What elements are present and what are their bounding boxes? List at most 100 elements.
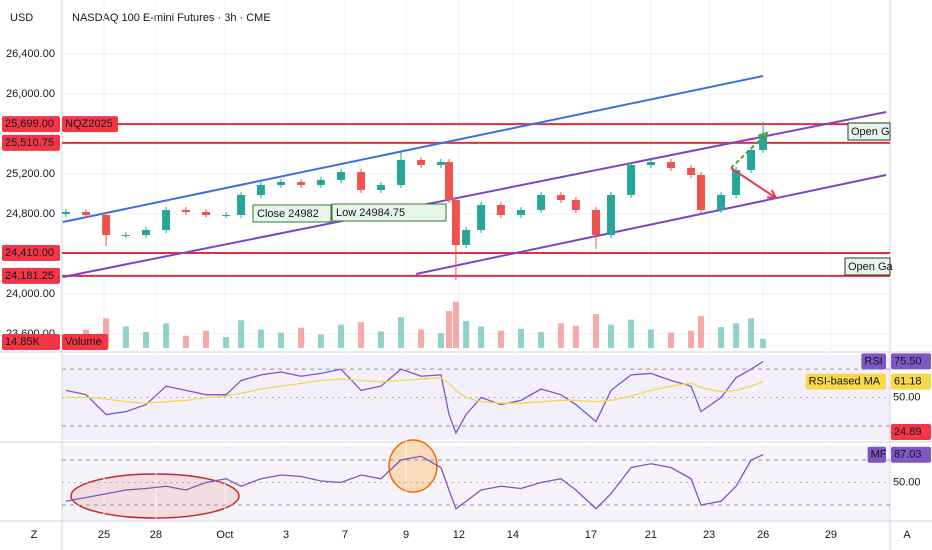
level-label-bg: [2, 116, 60, 133]
highlight-ellipse: [70, 473, 240, 519]
arrow: [730, 167, 777, 199]
volume-bar: [538, 331, 545, 348]
candle-body: [717, 195, 726, 210]
candle-body: [162, 210, 171, 230]
volume-bar: [238, 320, 245, 348]
symbol-label: NQZ2025: [65, 118, 113, 130]
candle-body: [142, 230, 150, 235]
x-tick-label: 17: [585, 529, 597, 541]
x-tick-label: 9: [403, 529, 409, 541]
candle-body: [121, 235, 130, 236]
annotation-low: Low 24984.75: [331, 203, 447, 222]
candle-body: [102, 215, 111, 235]
y-tick-label: 25,200.00: [6, 168, 55, 180]
candle-body: [436, 162, 445, 165]
volume-bar: [377, 331, 384, 348]
volume-bar: [557, 323, 564, 348]
candle-body: [277, 182, 285, 185]
volume-bar: [647, 329, 654, 348]
volume-bar: [628, 319, 635, 348]
volume-bar: [103, 318, 110, 348]
annotation-box: [844, 257, 891, 276]
x-tick-label: 25: [98, 529, 110, 541]
candle-body: [337, 172, 345, 180]
candle-body: [592, 210, 600, 235]
value-label: 61.18: [894, 376, 922, 388]
y-tick-label: 26,000.00: [6, 88, 55, 100]
trend-line: [62, 111, 887, 278]
volume-bar: [163, 323, 170, 348]
currency: USD: [10, 12, 33, 24]
candle-body: [517, 210, 525, 215]
x-tick-label: 12: [453, 529, 465, 541]
candle-body: [732, 170, 741, 195]
annotation-box: [331, 203, 447, 222]
annotation-box: [847, 122, 891, 141]
highlight-ellipse: [388, 439, 438, 493]
candle-body: [462, 230, 471, 245]
trend-line: [62, 75, 764, 223]
volume-bar: [358, 322, 365, 348]
value-label: 87.03: [894, 449, 922, 461]
volume-bar: [278, 332, 284, 348]
x-tick-label: 28: [150, 529, 162, 541]
annotation-text: Open Ga: [848, 261, 894, 273]
volume-bar: [572, 325, 579, 348]
y-tick-label: 26,400.00: [6, 48, 55, 60]
volume-bar: [223, 336, 230, 348]
x-tick-label: 3: [283, 529, 289, 541]
y-tick-label: 50.00: [893, 391, 921, 403]
level-label: 24,410.00: [5, 247, 54, 259]
annotation-close: Close 24982: [252, 204, 332, 223]
x-tick-label: 26: [757, 529, 769, 541]
candle-body: [82, 212, 90, 215]
candle-body: [376, 185, 385, 190]
series-name-bg: [861, 353, 886, 370]
candle-body: [237, 195, 246, 215]
volume-bar: [497, 330, 504, 348]
y-tick-label: 24,000.00: [6, 288, 55, 300]
candle-body: [687, 168, 696, 175]
candle-body: [496, 205, 505, 215]
candle-body: [759, 135, 768, 150]
candle-body: [256, 185, 265, 195]
level-label-bg: [2, 245, 60, 261]
series-line: [65, 360, 764, 435]
value-label-bg: [891, 446, 931, 463]
volume-bar: [760, 338, 767, 348]
series-line: [65, 377, 764, 404]
volume-bar: [452, 301, 459, 348]
value-label-bg: [891, 373, 931, 390]
x-tick-label: Oct: [216, 529, 233, 541]
arrow-head: [758, 131, 769, 142]
series-name: MF: [871, 449, 887, 461]
series-name: RSI: [864, 355, 882, 367]
value-label: 75.50: [894, 355, 922, 367]
volume-label-bg: [2, 334, 60, 350]
volume-name-bg: [62, 334, 108, 350]
candle-body: [297, 182, 306, 185]
volume-bar: [338, 324, 344, 348]
volume-bar: [733, 323, 740, 348]
volume-bar: [593, 314, 599, 348]
candle-body: [316, 180, 325, 185]
annotation-text: Low 24984.75: [336, 207, 405, 219]
level-label: 24,181.25: [5, 270, 54, 282]
candle-body: [646, 162, 655, 165]
scale-button[interactable]: Z: [31, 529, 38, 541]
level-label: 25,699.00: [5, 118, 54, 130]
annotation-open-gap: Open Ga: [844, 257, 894, 276]
series-name-bg: [867, 446, 886, 463]
volume-bar: [668, 332, 674, 348]
value-label-bg: [891, 353, 931, 370]
candle-body: [181, 210, 190, 212]
volume-bar: [446, 311, 452, 348]
scale-button[interactable]: A: [903, 529, 911, 541]
volume-bar: [718, 327, 725, 348]
series-name: RSI-based MA: [809, 376, 881, 388]
candle-body: [556, 195, 565, 200]
series-line: [65, 454, 764, 510]
x-tick-label: 14: [507, 529, 519, 541]
